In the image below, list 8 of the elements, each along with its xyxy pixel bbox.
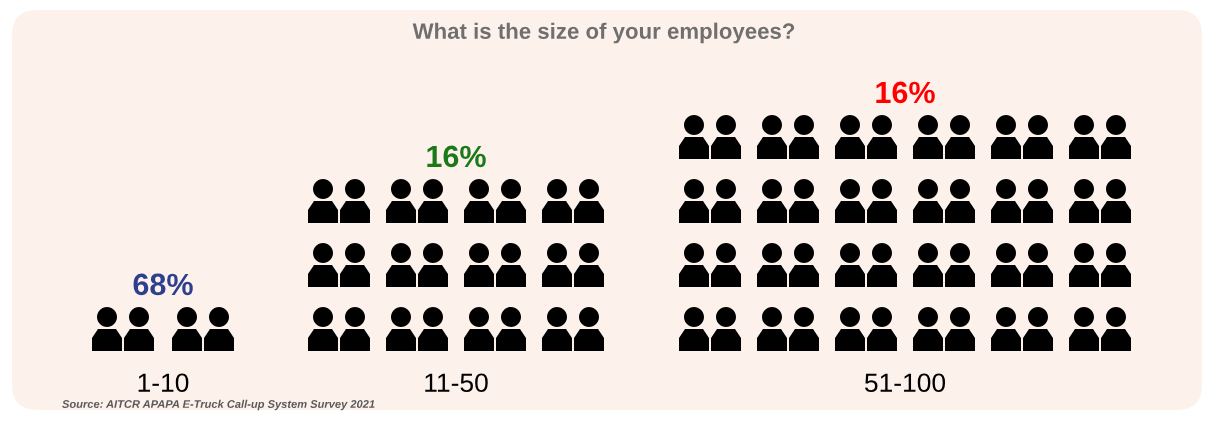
text: What is the size of your employees? (412, 22, 795, 44)
category-label: 51-100 (864, 373, 946, 393)
category-label: 11-50 (425, 373, 488, 393)
data-label: 68% (133, 273, 193, 296)
data-label: 16% (876, 81, 935, 104)
category-label: 1-10 (138, 373, 189, 393)
source-note: Source: AITCR APAPA E-Truck Call-up System Survey 2021 (62, 399, 375, 411)
data-label: 16% (427, 145, 486, 168)
